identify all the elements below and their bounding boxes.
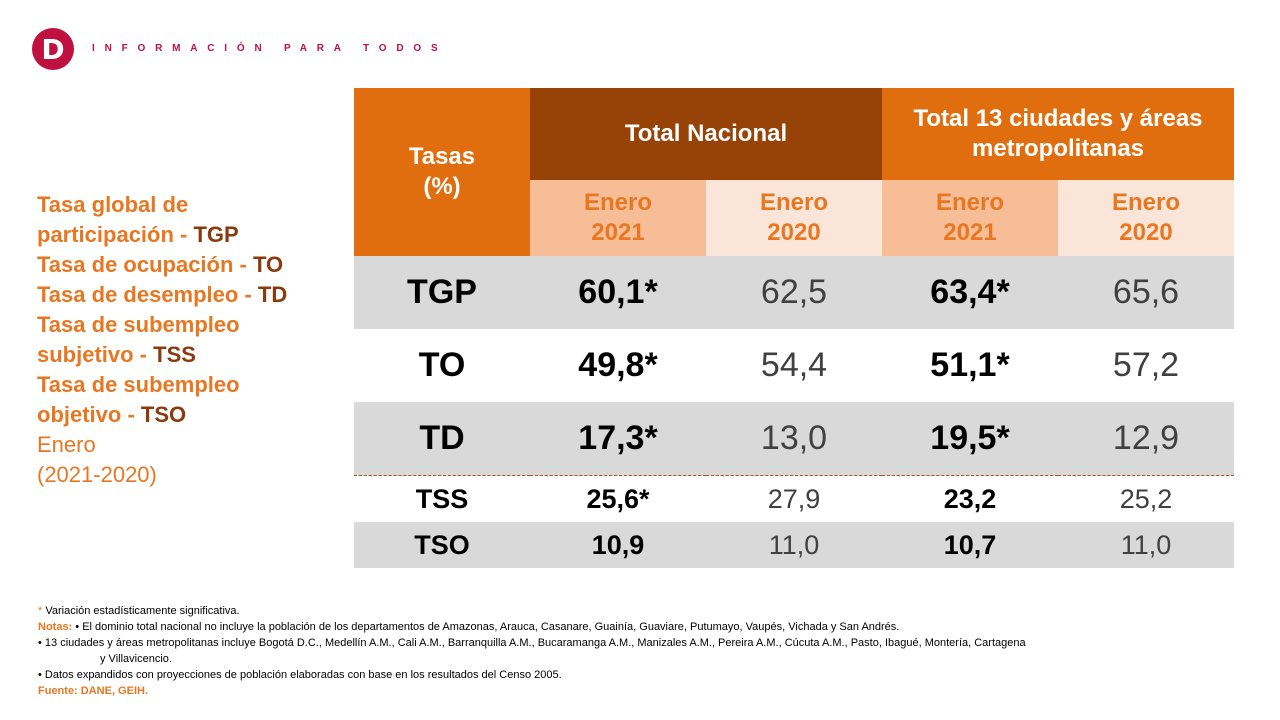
sidebar-line: Tasa de subempleo — [37, 372, 240, 397]
cell-value: 63,4* — [882, 256, 1058, 329]
note-line: • Datos expandidos con proyecciones de p… — [38, 669, 562, 681]
cell-value: 10,9 — [530, 522, 706, 568]
table-row: TSO 10,9 11,0 10,7 11,0 — [354, 522, 1234, 568]
cell-value: 27,9 — [706, 475, 882, 522]
row-label: TGP — [354, 256, 530, 329]
subheader-nacional-2021: Enero 2021 — [530, 180, 706, 256]
cell-value: 51,1* — [882, 329, 1058, 402]
significance-note: * Variación estadísticamente significati… — [38, 605, 240, 617]
table-row: TGP 60,1* 62,5 63,4* 65,6 — [354, 256, 1234, 329]
period-range: (2021-2020) — [37, 462, 157, 487]
tagline: INFORMACIÓN PARA TODOS — [92, 43, 448, 54]
header-tasas: Tasas (%) — [354, 88, 530, 256]
header-13-ciudades: Total 13 ciudades y áreas metropolitanas — [882, 88, 1234, 180]
cell-value: 65,6 — [1058, 256, 1234, 329]
row-label: TO — [354, 329, 530, 402]
table-row: TSS 25,6* 27,9 23,2 25,2 — [354, 475, 1234, 522]
cell-value: 10,7 — [882, 522, 1058, 568]
table-row: TD 17,3* 13,0 19,5* 12,9 — [354, 402, 1234, 476]
row-label: TSO — [354, 522, 530, 568]
cell-value: 19,5* — [882, 402, 1058, 476]
sidebar-description: Tasa global de participación - TGP Tasa … — [37, 190, 347, 490]
cell-value: 54,4 — [706, 329, 882, 402]
sidebar-line: subjetivo - TSS — [37, 342, 196, 367]
header-total-nacional: Total Nacional — [530, 88, 882, 180]
source-line: Fuente: DANE, GEIH. — [38, 685, 149, 697]
note-line: Notas: • El dominio total nacional no in… — [38, 621, 900, 633]
sidebar-line: participación - TGP — [37, 222, 239, 247]
sidebar-line: objetivo - TSO — [37, 402, 187, 427]
cell-value: 11,0 — [706, 522, 882, 568]
sidebar-line: Tasa de desempleo - TD — [37, 282, 288, 307]
row-label: TSS — [354, 475, 530, 522]
cell-value: 25,6* — [530, 475, 706, 522]
cell-value: 49,8* — [530, 329, 706, 402]
footnotes: * Variación estadísticamente significati… — [38, 603, 1238, 699]
dane-logo: D — [32, 28, 74, 70]
sidebar-line: Tasa de subempleo — [37, 312, 240, 337]
subheader-nacional-2020: Enero 2020 — [706, 180, 882, 256]
cell-value: 12,9 — [1058, 402, 1234, 476]
cell-value: 23,2 — [882, 475, 1058, 522]
cell-value: 62,5 — [706, 256, 882, 329]
logo-letter: D — [41, 32, 65, 66]
row-label: TD — [354, 402, 530, 476]
cell-value: 60,1* — [530, 256, 706, 329]
subheader-ciudades-2021: Enero 2021 — [882, 180, 1058, 256]
cell-value: 25,2 — [1058, 475, 1234, 522]
cell-value: 11,0 — [1058, 522, 1234, 568]
period-label: Enero — [37, 432, 96, 457]
note-line: • 13 ciudades y áreas metropolitanas inc… — [38, 637, 1026, 665]
cell-value: 17,3* — [530, 402, 706, 476]
subheader-ciudades-2020: Enero 2020 — [1058, 180, 1234, 256]
cell-value: 13,0 — [706, 402, 882, 476]
sidebar-line: Tasa de ocupación - TO — [37, 252, 284, 277]
table-row: TO 49,8* 54,4 51,1* 57,2 — [354, 329, 1234, 402]
cell-value: 57,2 — [1058, 329, 1234, 402]
labor-rates-table: Tasas (%) Total Nacional Total 13 ciudad… — [354, 88, 1234, 568]
sidebar-line: Tasa global de — [37, 192, 189, 217]
